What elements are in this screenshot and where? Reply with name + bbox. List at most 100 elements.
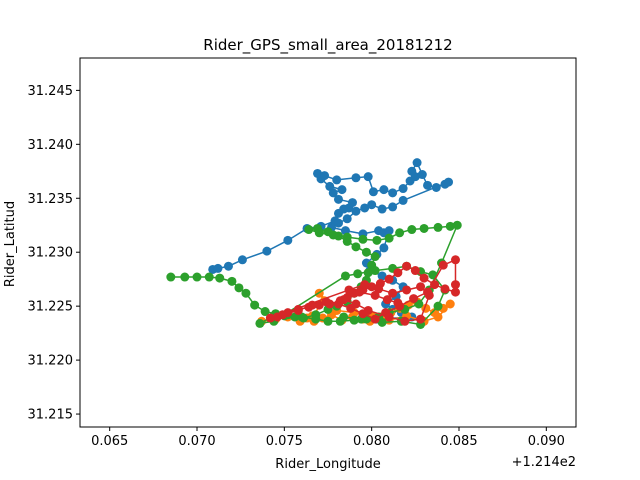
data-point [340,271,350,281]
data-point [351,173,361,183]
data-point [227,276,237,286]
data-point [407,225,417,235]
data-point [166,272,176,282]
data-point [409,294,419,304]
data-point [215,273,225,283]
data-point [377,204,387,214]
data-point [450,280,460,290]
data-point [262,246,272,256]
data-point [400,316,410,326]
data-point [450,287,460,297]
data-point [419,273,429,283]
data-point [444,177,454,187]
data-point [323,316,333,326]
x-tick-label: 0.090 [528,434,565,449]
data-point [407,166,417,176]
data-point [333,218,343,228]
data-point [311,314,321,324]
data-point [342,214,352,224]
data-point [450,255,460,265]
data-point [402,285,412,295]
data-point [410,266,420,276]
data-point [363,172,373,182]
data-point [360,280,370,290]
data-point [333,194,343,204]
data-point [433,301,443,311]
data-point [445,221,455,231]
data-point [313,168,323,178]
data-point [412,158,422,168]
data-point [398,195,408,205]
data-point [368,187,378,197]
data-point [234,283,244,293]
x-tick-label: 0.080 [353,434,390,449]
data-point [416,282,426,292]
data-point [423,180,433,190]
data-point [363,305,373,315]
data-point [438,260,448,270]
series-4 [265,255,460,326]
data-point [339,312,349,322]
x-axis-offset-label: +1.214e2 [512,455,576,470]
data-point [342,232,352,242]
data-point [452,220,462,230]
data-point [388,188,398,198]
chart-title: Rider_GPS_small_area_20181212 [203,36,452,55]
data-point [192,272,202,282]
data-point [351,206,361,216]
data-point [321,297,331,307]
data-point [370,314,380,324]
y-axis-label: Rider_Latitud [3,201,18,287]
data-point [393,268,403,278]
data-point [314,300,324,310]
data-point [213,263,223,273]
data-point [347,198,357,208]
data-point [283,235,293,245]
x-tick-label: 0.075 [266,434,303,449]
y-tick-label: 31.225 [28,300,74,315]
data-point [241,288,251,298]
data-point [180,272,190,282]
data-point [379,243,389,253]
data-point [430,280,440,290]
data-point [314,228,324,238]
data-point [384,233,394,243]
plot-area [166,158,462,329]
data-point [304,225,314,235]
data-point [293,305,303,315]
data-point [382,295,392,305]
data-point [250,300,260,310]
data-point [388,202,398,212]
data-point [431,182,441,192]
data-point [265,313,275,323]
data-point [255,318,265,328]
data-point [351,299,361,309]
axes: 0.065 0.070 0.075 0.080 0.085 0.090 31.215 31.2… [28,57,577,449]
x-tick-label: 0.065 [91,434,128,449]
data-point [349,315,359,325]
data-point [433,312,443,322]
data-point [353,269,363,279]
data-point [354,287,364,297]
data-point [428,270,438,280]
data-point [337,185,347,195]
data-point [402,261,412,271]
data-point [395,228,405,238]
series-group [166,158,462,329]
data-point [223,261,233,271]
data-point [307,300,317,310]
data-point [237,255,247,265]
y-tick-label: 31.245 [28,84,74,99]
y-tick-label: 31.220 [28,354,74,369]
data-point [370,252,380,262]
data-point [332,175,342,185]
data-point [358,234,368,244]
data-point [388,288,398,298]
data-point [361,247,371,257]
data-point [370,266,380,276]
data-point [351,242,361,252]
data-point [377,271,387,281]
data-point [360,203,370,213]
data-point [372,235,382,245]
